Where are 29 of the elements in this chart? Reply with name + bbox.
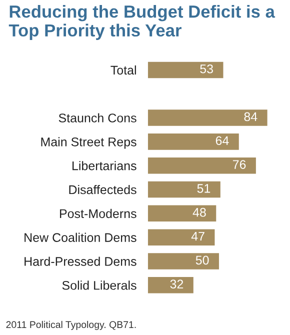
bar	[148, 229, 215, 246]
data-label: 47	[191, 232, 204, 241]
bar	[148, 277, 194, 294]
y-tick-label: Disaffecteds	[69, 184, 136, 194]
y-tick-label: Main Street Reps	[41, 137, 136, 149]
data-label: 50	[196, 256, 209, 265]
y-tick-label: Staunch Cons	[58, 113, 136, 122]
data-label: 64	[216, 136, 229, 146]
data-label: 51	[197, 184, 210, 193]
data-label: 48	[192, 208, 206, 217]
bar	[148, 134, 239, 150]
data-label: 76	[232, 160, 246, 169]
text: 2011 Political Typology. QB71.	[6, 320, 136, 330]
y-tick-label: Total	[110, 65, 136, 75]
y-tick-label: Hard-Pressed Dems	[24, 256, 136, 266]
data-label: 53	[200, 64, 213, 74]
bar	[148, 110, 268, 126]
bar	[148, 62, 224, 78]
bar	[148, 253, 219, 270]
bar	[148, 205, 216, 222]
chart-title: Reducing the Budget Deficit is a Top Priority this Year	[8, 5, 276, 40]
bar	[148, 181, 220, 198]
data-label: 32	[170, 280, 184, 289]
y-tick-label: Solid Liberals	[62, 280, 136, 290]
y-tick-label: New Coalition Dems	[24, 232, 136, 242]
y-tick-label: Libertarians	[72, 161, 136, 170]
data-label: 84	[244, 112, 258, 122]
bar	[148, 157, 256, 174]
y-tick-label: Post-Moderns	[60, 208, 136, 218]
